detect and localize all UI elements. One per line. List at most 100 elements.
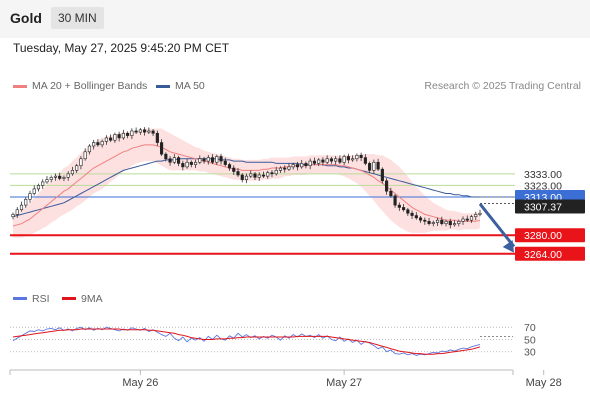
candle — [113, 132, 117, 143]
candle — [134, 127, 138, 134]
rsi-ma-line — [12, 328, 481, 355]
source-credit: Research © 2025 Trading Central — [424, 80, 581, 92]
candle-body — [329, 158, 333, 162]
candle — [100, 139, 104, 148]
candle — [92, 139, 96, 150]
candle-body — [181, 163, 185, 168]
candle-body — [469, 216, 474, 221]
candle-body — [19, 204, 24, 211]
candle-body — [465, 218, 469, 221]
candle — [121, 129, 125, 140]
candle — [87, 144, 91, 155]
candle — [223, 157, 227, 167]
candle-body — [202, 158, 206, 162]
candle — [28, 190, 32, 203]
candle — [58, 172, 62, 181]
candle-body — [257, 174, 261, 178]
candle — [414, 212, 418, 220]
candle — [465, 215, 469, 223]
candle — [257, 172, 261, 181]
support-label-4-bg — [515, 228, 585, 243]
candle — [206, 154, 210, 165]
candle-body — [172, 157, 176, 163]
candle — [346, 153, 350, 164]
candle — [109, 134, 113, 143]
candle — [181, 160, 185, 171]
candle — [215, 154, 219, 165]
candle-body — [45, 179, 49, 183]
candle-body — [393, 195, 397, 206]
projection-arrowhead — [502, 240, 514, 253]
x-tick-label: May 26 — [122, 377, 158, 389]
candle-body — [346, 156, 350, 161]
candle — [79, 156, 83, 170]
candle-body — [185, 161, 189, 168]
candle-body — [287, 166, 291, 170]
candle-body — [402, 207, 406, 211]
candle — [410, 210, 414, 220]
support-label-4: 3280.00 — [524, 230, 562, 242]
candle — [227, 162, 232, 171]
candle-body — [100, 141, 104, 146]
candle — [45, 176, 49, 184]
candle-body — [304, 163, 308, 167]
candle — [117, 131, 121, 142]
candle — [431, 220, 435, 227]
candle — [427, 217, 431, 226]
candle — [53, 173, 58, 181]
candle — [308, 158, 312, 170]
candle — [393, 193, 397, 208]
candle — [151, 129, 155, 136]
candle-body — [414, 215, 418, 219]
candle — [240, 173, 244, 183]
candle — [126, 131, 130, 139]
candle — [474, 211, 478, 221]
candle-body — [134, 130, 138, 133]
candle — [329, 156, 333, 164]
ma50-line — [12, 158, 480, 218]
candle — [448, 218, 452, 229]
candle — [49, 175, 53, 183]
candle-body — [244, 175, 249, 180]
x-tick-label: May 27 — [326, 377, 362, 389]
candle — [36, 183, 41, 192]
candle-body — [410, 212, 414, 216]
candle-body — [372, 161, 376, 171]
level-label-0: 3333.00 — [524, 169, 562, 181]
candle-body — [96, 142, 100, 146]
candle-body — [435, 219, 440, 223]
candle-body — [444, 221, 448, 224]
candle-body — [368, 163, 372, 171]
candle-body — [79, 158, 83, 167]
candle-body — [478, 212, 482, 215]
candle-body — [113, 134, 117, 141]
candle — [160, 139, 164, 156]
candle-body — [397, 204, 401, 208]
candle — [189, 160, 193, 168]
candle-body — [270, 172, 274, 175]
candle — [312, 157, 316, 166]
candle — [385, 178, 389, 195]
candle — [355, 153, 359, 162]
candle-body — [138, 129, 142, 133]
level-label-1: 3323.00 — [524, 180, 562, 192]
candle-body — [385, 180, 389, 192]
candle-body — [342, 156, 346, 163]
legend-rsi-label: RSI — [32, 293, 50, 305]
candle-body — [143, 129, 147, 133]
candle — [452, 220, 457, 227]
candle-body — [28, 193, 32, 200]
candle — [202, 156, 206, 164]
candle-body — [232, 167, 236, 172]
candle-body — [24, 199, 28, 206]
candle — [253, 171, 257, 180]
candle — [83, 148, 87, 161]
candle-body — [457, 221, 461, 224]
timeframe-badge[interactable]: 30 MIN — [51, 7, 104, 29]
candle-body — [83, 151, 87, 160]
candle — [143, 127, 147, 136]
candle-body — [363, 157, 367, 164]
candle-body — [62, 177, 66, 179]
candle — [24, 197, 28, 208]
